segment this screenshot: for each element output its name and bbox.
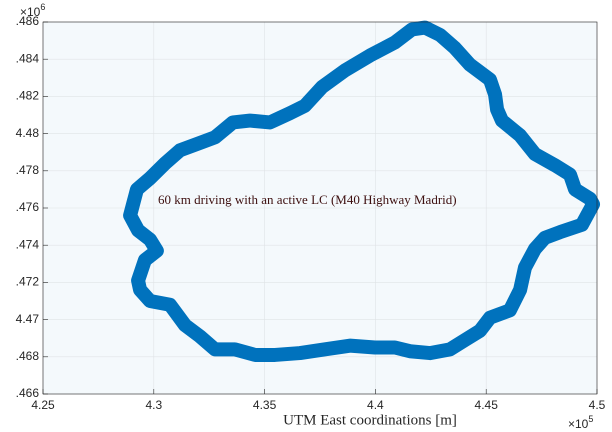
route-line (123, 20, 601, 362)
y-exponent: ×106 (20, 2, 45, 19)
marks (123, 20, 601, 362)
x-exponent-base: ×10 (568, 417, 589, 431)
x-tick-label: 4.3 (145, 398, 162, 412)
x-exponent: ×105 (568, 414, 593, 431)
x-tick-label: 4.25 (31, 398, 55, 412)
y-tick-label: .486 (16, 14, 40, 28)
y-tick-label: .466 (16, 386, 40, 400)
y-tick-label: .474 (16, 237, 40, 251)
y-exponent-power: 6 (40, 2, 45, 12)
y-tick-label: .472 (16, 275, 40, 289)
y-tick-label: .482 (16, 89, 40, 103)
y-tick-label: 4.47 (16, 312, 40, 326)
y-exponent-base: ×10 (20, 5, 41, 19)
y-tick-label: .468 (16, 349, 40, 363)
x-tick-label: 4.4 (367, 398, 384, 412)
x-tick-label: 4.35 (253, 398, 277, 412)
annotation: 60 km driving with an active LC (M40 Hig… (158, 192, 457, 207)
labels: .466 .468 4.47 .472 .474 .476 .478 4.48 .482 .484… (16, 14, 606, 412)
y-tick-label: .476 (16, 200, 40, 214)
x-axis-label: UTM East coordinations [m] (283, 412, 457, 428)
y-tick-label: .484 (16, 51, 40, 65)
y-tick-label: .478 (16, 163, 40, 177)
x-exponent-power: 5 (588, 414, 593, 424)
x-tick-label: 4.45 (475, 398, 499, 412)
y-tick-label: 4.48 (16, 126, 40, 140)
x-tick-label: 4.5 (589, 398, 606, 412)
